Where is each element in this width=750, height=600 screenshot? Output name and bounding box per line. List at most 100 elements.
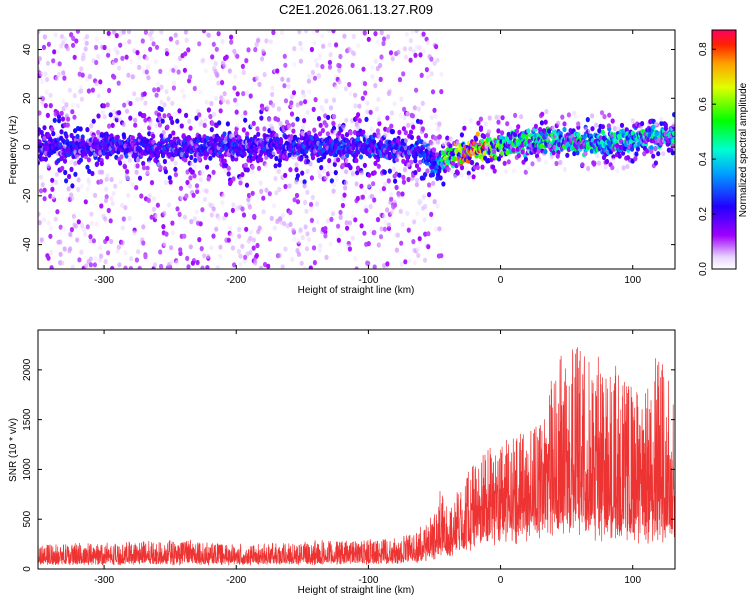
spectrogram-cell (149, 180, 155, 186)
spectrogram-cell (105, 102, 110, 108)
spectrogram-cell (154, 213, 159, 219)
spectrogram-cell (173, 32, 178, 38)
spectrogram-cell (338, 209, 343, 215)
spectrogram-cell (536, 148, 541, 154)
spectrogram-cell (670, 143, 675, 149)
spectrogram-cell (80, 72, 85, 78)
spectrogram-cell (70, 264, 75, 269)
spectrogram-cell (151, 41, 156, 47)
spectrogram-cell (61, 70, 66, 76)
spectrogram-cell (238, 176, 243, 182)
spectrogram-cell (130, 74, 135, 80)
spectrogram-cell (135, 96, 140, 102)
spectrogram-cell (649, 145, 654, 151)
spectrogram-cell (58, 251, 63, 257)
spectrogram-cell (42, 187, 47, 193)
spectrogram-cell (164, 231, 169, 237)
spectrogram-cell (435, 57, 440, 63)
spectrogram-cell (273, 163, 278, 169)
spectrogram-cell (244, 182, 250, 188)
spectrogram-cell (213, 137, 218, 143)
spectrogram-cell (316, 116, 322, 122)
spectrogram-cell (104, 186, 109, 192)
spectrogram-cell (318, 52, 323, 58)
spectrogram-cell (313, 97, 318, 103)
spectrogram-cell (166, 96, 171, 102)
spectrogram-cell (115, 248, 120, 254)
spectrogram-cell (340, 202, 345, 209)
spectrogram-cell (572, 150, 577, 157)
spectrogram-cell (433, 113, 438, 119)
spectrogram-cell (459, 165, 465, 171)
x-tick-label: 0 (498, 575, 504, 586)
spectrogram-cell (389, 209, 394, 215)
spectrogram-cell (273, 176, 278, 182)
spectrogram-cell (327, 30, 332, 34)
spectrogram-cell (389, 196, 394, 202)
spectrogram-cell (378, 76, 383, 82)
spectrogram-cell (199, 246, 204, 252)
spectrogram-cell (318, 173, 323, 180)
spectrogram-cell (467, 174, 472, 180)
spectrogram-cell (77, 257, 82, 263)
spectrogram-cell (225, 121, 230, 127)
spectrogram-cell (592, 160, 597, 166)
spectrogram-cell (386, 222, 391, 228)
spectrogram-cell (398, 112, 403, 118)
spectrogram-cell (202, 122, 207, 128)
spectrogram-cell (372, 229, 377, 236)
y-tick-label: 0 (22, 566, 33, 572)
spectrogram-cell (244, 90, 250, 96)
spectrogram-cell (544, 109, 549, 115)
spectrogram-cell (283, 183, 288, 190)
spectrogram-cell (220, 38, 225, 45)
spectrogram-cell (320, 107, 325, 113)
spectrogram-cell (195, 188, 200, 195)
spectrogram-cell (558, 159, 563, 166)
spectrogram-cell (474, 136, 479, 142)
spectrogram-cell (185, 255, 190, 261)
spectrogram-cell (203, 117, 208, 123)
spectrogram-cell (291, 227, 296, 234)
spectrogram-cell (201, 30, 207, 34)
spectrogram-cell (75, 103, 80, 109)
spectrogram-cell (118, 42, 123, 48)
spectrogram-cell (312, 227, 317, 233)
spectrogram-cell (120, 55, 125, 62)
spectrogram-cell (46, 163, 51, 169)
y-tick-label: -20 (22, 188, 33, 203)
spectrogram-cell (276, 106, 282, 112)
spectrogram-cell (163, 179, 169, 186)
spectrogram-cell (331, 211, 336, 217)
colorbar-ticks: 0.0 0.2 0.4 0.6 0.8 (698, 42, 716, 276)
spectrogram-cell (53, 32, 58, 38)
spectrogram-cell (308, 74, 313, 80)
spectrogram-cell (560, 114, 565, 120)
spectrogram-cell (117, 262, 122, 268)
spectrogram-cell (342, 192, 347, 198)
spectrogram-cell (38, 188, 44, 194)
spectrogram-cell (393, 178, 398, 184)
spectrogram-cell (417, 200, 422, 206)
spectrogram-cell (182, 93, 187, 100)
spectrogram-cell (586, 165, 591, 172)
spectrogram-cell (129, 58, 134, 64)
spectrogram-cell (533, 123, 539, 129)
spectrogram-cell (221, 97, 226, 104)
spectrogram-cell (432, 199, 437, 205)
spectrogram-cell (315, 201, 320, 207)
spectrogram-cell (61, 99, 66, 105)
spectrogram-cell (308, 161, 313, 167)
spectrogram-cell (85, 224, 90, 230)
spectrogram-cell (264, 38, 269, 44)
spectrogram-cell (179, 195, 184, 201)
spectrogram-cell (374, 106, 380, 112)
spectrogram-cell (210, 120, 215, 127)
spectrogram-cell (124, 54, 129, 60)
spectrogram-cell (406, 122, 411, 128)
spectrogram-cell (232, 262, 237, 268)
spectrogram-cell (200, 170, 205, 176)
spectrogram-cell (649, 148, 654, 155)
spectrogram-cell (75, 133, 80, 140)
spectrogram-cell (353, 92, 358, 98)
